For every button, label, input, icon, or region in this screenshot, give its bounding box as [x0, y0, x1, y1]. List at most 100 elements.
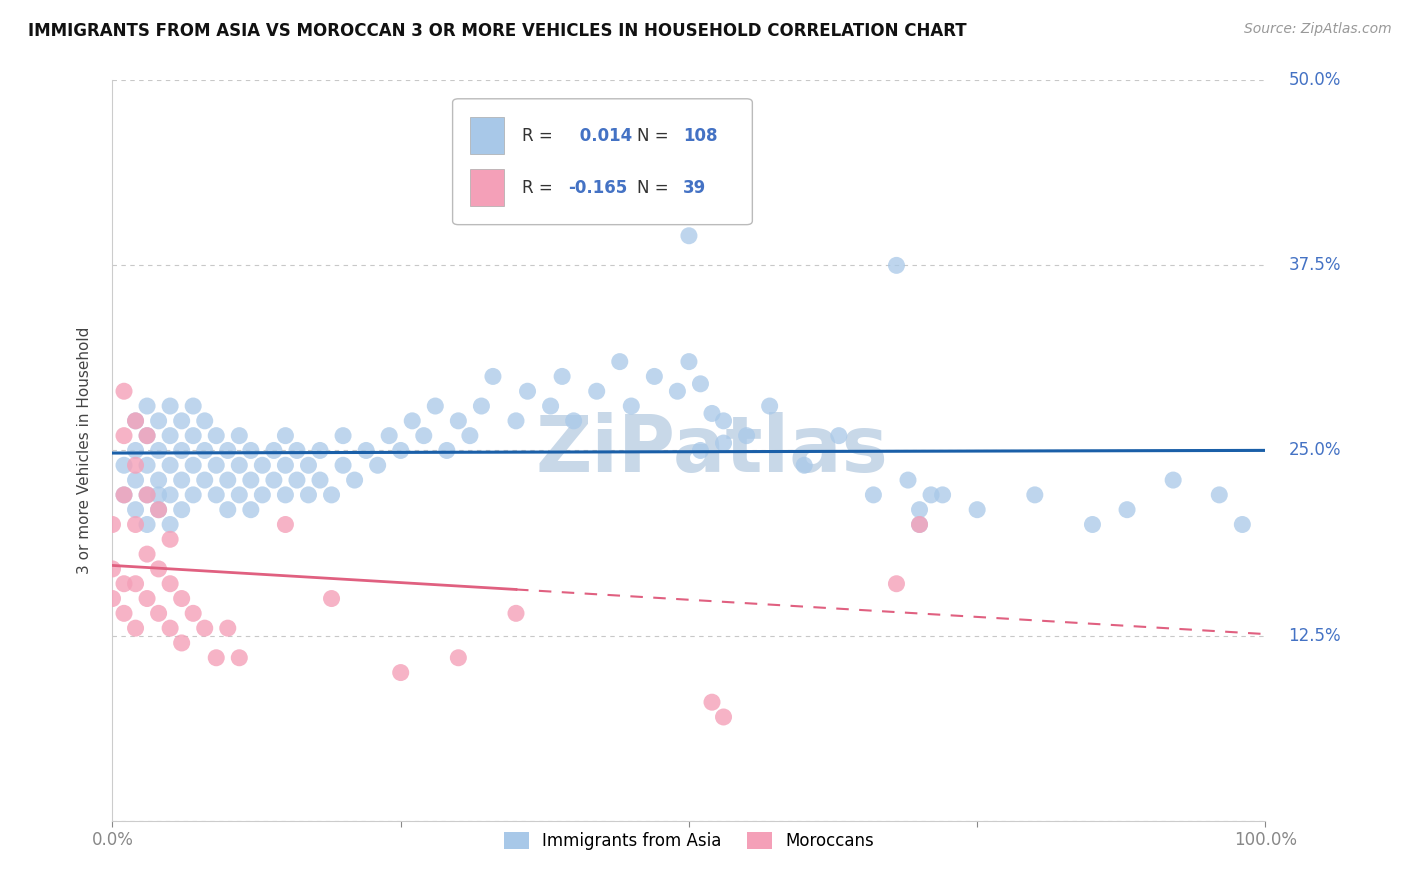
- Point: [112, 488, 135, 502]
- Point: [666, 384, 689, 399]
- Point: [112, 428, 135, 442]
- Point: [136, 547, 159, 561]
- Point: [713, 436, 735, 450]
- Point: [886, 576, 908, 591]
- Point: [181, 458, 204, 473]
- Point: [297, 458, 319, 473]
- Point: [124, 443, 146, 458]
- Text: ZiPatlas: ZiPatlas: [536, 412, 889, 489]
- Point: [194, 443, 217, 458]
- Point: [124, 414, 146, 428]
- Point: [112, 607, 135, 621]
- Point: [148, 414, 170, 428]
- Point: [148, 562, 170, 576]
- Point: [112, 488, 135, 502]
- Point: [136, 428, 159, 442]
- Point: [181, 399, 204, 413]
- Point: [678, 354, 700, 368]
- Point: [321, 488, 343, 502]
- Point: [159, 428, 181, 442]
- Point: [159, 399, 181, 413]
- Point: [1024, 488, 1046, 502]
- Point: [1161, 473, 1184, 487]
- Point: [170, 636, 193, 650]
- Point: [228, 650, 250, 665]
- Point: [148, 443, 170, 458]
- Point: [228, 428, 250, 442]
- Point: [205, 458, 228, 473]
- Point: [159, 621, 181, 635]
- Point: [136, 428, 159, 442]
- Y-axis label: 3 or more Vehicles in Household: 3 or more Vehicles in Household: [77, 326, 91, 574]
- Point: [931, 488, 953, 502]
- Point: [886, 259, 908, 273]
- Point: [540, 399, 562, 413]
- Point: [170, 443, 193, 458]
- Bar: [470, 118, 505, 154]
- Point: [148, 473, 170, 487]
- Point: [124, 576, 146, 591]
- Point: [148, 502, 170, 516]
- Point: [112, 458, 135, 473]
- Point: [862, 488, 884, 502]
- Point: [436, 443, 458, 458]
- Point: [1081, 517, 1104, 532]
- Point: [228, 488, 250, 502]
- Point: [112, 576, 135, 591]
- Text: N =: N =: [637, 127, 669, 145]
- Point: [551, 369, 574, 384]
- Text: R =: R =: [522, 127, 553, 145]
- Point: [700, 407, 723, 421]
- Point: [217, 502, 239, 516]
- Point: [713, 710, 735, 724]
- Point: [1232, 517, 1254, 532]
- Point: [274, 488, 297, 502]
- Point: [252, 458, 274, 473]
- Point: [170, 414, 193, 428]
- Point: [505, 414, 527, 428]
- Point: [1208, 488, 1230, 502]
- Point: [124, 458, 146, 473]
- Point: [285, 473, 308, 487]
- Point: [470, 399, 492, 413]
- Point: [401, 414, 423, 428]
- Point: [897, 473, 920, 487]
- Point: [124, 414, 146, 428]
- Point: [228, 458, 250, 473]
- Point: [124, 517, 146, 532]
- Point: [562, 414, 585, 428]
- Text: -0.165: -0.165: [568, 178, 627, 196]
- Point: [425, 399, 447, 413]
- Point: [332, 428, 354, 442]
- Text: Source: ZipAtlas.com: Source: ZipAtlas.com: [1244, 22, 1392, 37]
- Text: IMMIGRANTS FROM ASIA VS MOROCCAN 3 OR MORE VEHICLES IN HOUSEHOLD CORRELATION CHA: IMMIGRANTS FROM ASIA VS MOROCCAN 3 OR MO…: [28, 22, 967, 40]
- Point: [124, 502, 146, 516]
- Point: [124, 473, 146, 487]
- Point: [609, 354, 631, 368]
- Point: [136, 399, 159, 413]
- Point: [170, 502, 193, 516]
- Point: [758, 399, 780, 413]
- Point: [205, 428, 228, 442]
- Point: [966, 502, 988, 516]
- Point: [793, 458, 815, 473]
- Point: [217, 473, 239, 487]
- Point: [217, 621, 239, 635]
- Point: [112, 384, 135, 399]
- Point: [713, 414, 735, 428]
- Point: [194, 621, 217, 635]
- Point: [678, 228, 700, 243]
- Point: [148, 488, 170, 502]
- Point: [447, 414, 470, 428]
- Point: [458, 428, 481, 442]
- Point: [124, 621, 146, 635]
- Point: [239, 443, 262, 458]
- Point: [735, 428, 758, 442]
- Text: 108: 108: [683, 127, 717, 145]
- Point: [309, 443, 332, 458]
- Point: [643, 369, 665, 384]
- Point: [252, 488, 274, 502]
- Point: [274, 428, 297, 442]
- Text: 50.0%: 50.0%: [1288, 71, 1341, 89]
- Point: [205, 488, 228, 502]
